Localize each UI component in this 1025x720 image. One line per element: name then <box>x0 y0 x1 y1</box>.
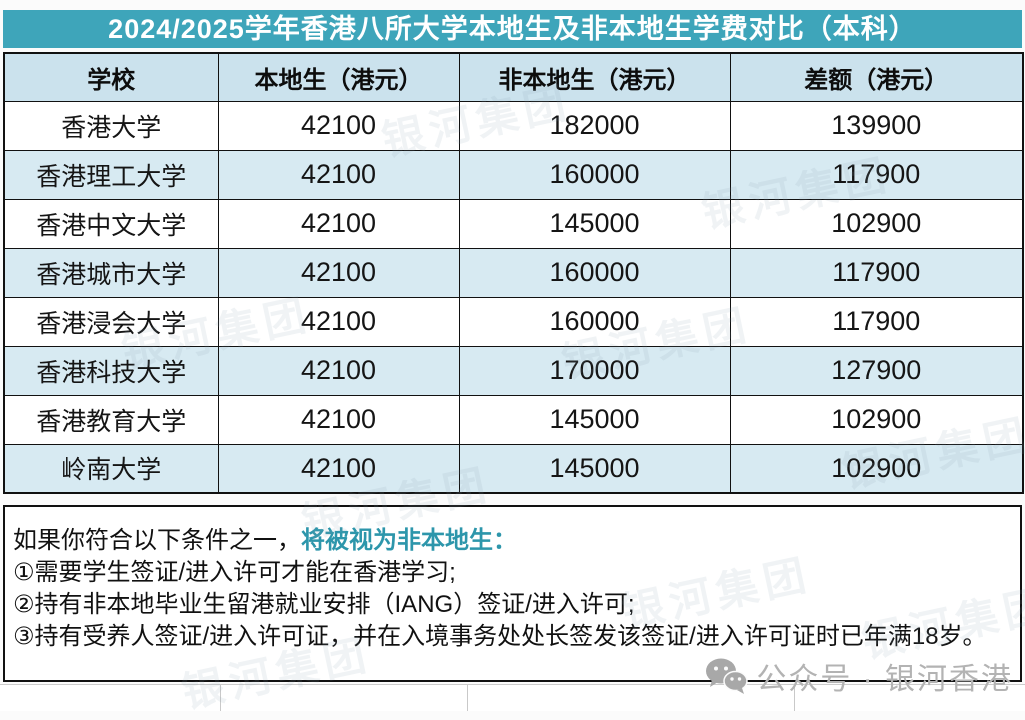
nonlocal-fee-cell: 182000 <box>458 100 731 151</box>
table-row: 香港教育大学 42100 145000 102900 <box>3 394 1024 445</box>
wechat-icon <box>704 656 749 696</box>
nonlocal-fee-cell: 160000 <box>458 247 731 298</box>
table-row: 香港浸会大学 42100 160000 117900 <box>3 296 1024 347</box>
table-row: 香港科技大学 42100 170000 127900 <box>3 345 1024 396</box>
table-row: 香港理工大学 42100 160000 117900 <box>3 149 1024 200</box>
header-local-fee: 本地生（港元） <box>217 52 460 102</box>
wechat-account-badge: 公众号 · 银河香港 <box>704 652 1013 700</box>
school-cell: 香港浸会大学 <box>3 296 219 347</box>
nonlocal-fee-cell: 145000 <box>458 198 731 249</box>
difference-cell: 117900 <box>729 296 1024 347</box>
difference-cell: 117900 <box>729 149 1024 200</box>
note-item-2: ②持有非本地毕业生留港就业安排（IANG）签证/进入许可; <box>13 591 635 618</box>
local-fee-cell: 42100 <box>217 149 460 200</box>
difference-cell: 139900 <box>729 100 1024 151</box>
partial-row-divider <box>220 685 221 711</box>
school-cell: 香港中文大学 <box>3 198 219 249</box>
nonlocal-fee-cell: 145000 <box>458 443 731 494</box>
next-table-partial-row <box>0 684 1025 711</box>
nonlocal-fee-cell: 170000 <box>458 345 731 396</box>
local-fee-cell: 42100 <box>217 443 460 494</box>
difference-cell: 102900 <box>729 394 1024 445</box>
difference-cell: 102900 <box>729 443 1024 494</box>
school-cell: 香港城市大学 <box>3 247 219 298</box>
school-cell: 香港教育大学 <box>3 394 219 445</box>
school-cell: 香港大学 <box>3 100 219 151</box>
nonlocal-fee-cell: 160000 <box>458 296 731 347</box>
difference-cell: 117900 <box>729 247 1024 298</box>
table-row: 香港城市大学 42100 160000 117900 <box>3 247 1024 298</box>
table-row: 香港大学 42100 182000 139900 <box>3 100 1024 151</box>
header-school: 学校 <box>3 52 219 102</box>
school-cell: 岭南大学 <box>3 443 219 494</box>
local-fee-cell: 42100 <box>217 394 460 445</box>
partial-row-divider <box>467 685 468 711</box>
difference-cell: 127900 <box>729 345 1024 396</box>
local-fee-cell: 42100 <box>217 198 460 249</box>
note-item-1: ①需要学生签证/进入许可才能在香港学习; <box>13 559 456 586</box>
table-header-row: 学校 本地生（港元） 非本地生（港元） 差额（港元） <box>3 52 1024 102</box>
local-fee-cell: 42100 <box>217 296 460 347</box>
difference-cell: 102900 <box>729 198 1024 249</box>
header-difference: 差额（港元） <box>729 52 1024 102</box>
table-row: 香港中文大学 42100 145000 102900 <box>3 198 1024 249</box>
note-item-3: ③持有受养人签证/进入许可证，并在入境事务处处长签发该签证/进入许可证时已年满1… <box>13 623 987 650</box>
nonlocal-fee-cell: 145000 <box>458 394 731 445</box>
school-cell: 香港理工大学 <box>3 149 219 200</box>
wechat-account-label: 公众号 · 银河香港 <box>756 663 1013 696</box>
partial-row-divider <box>794 685 795 711</box>
notes-box: 如果你符合以下条件之一，将被视为非本地生： ①需要学生签证/进入许可才能在香港学… <box>3 505 1022 682</box>
local-fee-cell: 42100 <box>217 345 460 396</box>
school-cell: 香港科技大学 <box>3 345 219 396</box>
nonlocal-fee-cell: 160000 <box>458 149 731 200</box>
notes-intro-text: 如果你符合以下条件之一， <box>13 527 301 554</box>
table-row: 岭南大学 42100 145000 102900 <box>3 443 1024 494</box>
notes-intro-highlight: 将被视为非本地生： <box>301 527 517 554</box>
notes-intro: 如果你符合以下条件之一，将被视为非本地生： <box>13 525 1010 557</box>
page-title: 2024/2025学年香港八所大学本地生及非本地生学费对比（本科） <box>3 10 1022 48</box>
tuition-table: 学校 本地生（港元） 非本地生（港元） 差额（港元） 香港大学 42100 18… <box>3 52 1024 494</box>
header-nonlocal-fee: 非本地生（港元） <box>458 52 731 102</box>
local-fee-cell: 42100 <box>217 247 460 298</box>
local-fee-cell: 42100 <box>217 100 460 151</box>
